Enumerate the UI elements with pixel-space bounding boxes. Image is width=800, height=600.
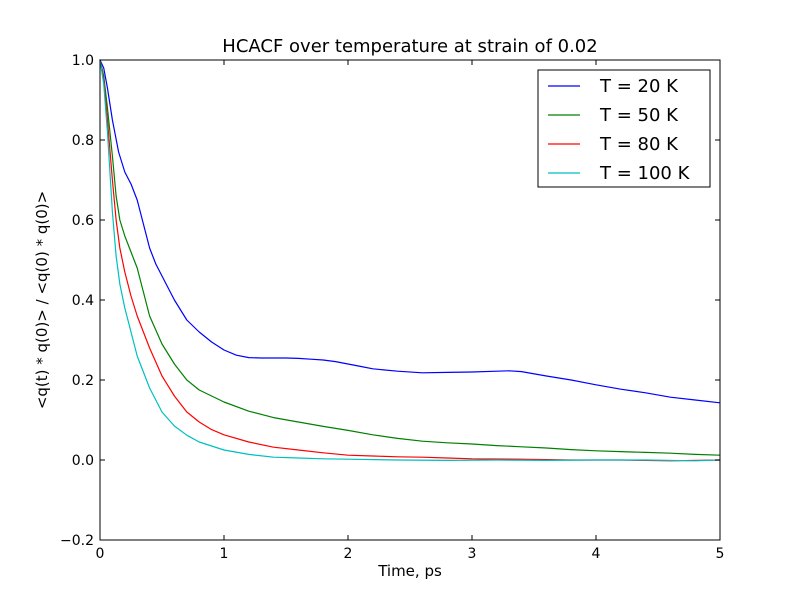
- y-tick-label: 0.6: [72, 213, 94, 229]
- y-tick-label: −0.2: [60, 533, 94, 549]
- series-line-2: [99, 59, 721, 456]
- series-group: [99, 59, 721, 462]
- legend-box: [537, 69, 711, 188]
- ticks-group: 0 1 2 3 4 5 −0.2 0.0 0.2 0.4 0.6 0.8 1.0: [60, 53, 724, 562]
- y-tick-label: 0.4: [72, 293, 94, 309]
- series-line-4: [99, 59, 721, 462]
- y-tick-label: 0.0: [72, 453, 94, 469]
- x-tick-label: 3: [468, 546, 477, 562]
- x-tick-label: 4: [592, 546, 601, 562]
- x-tick-label: 1: [220, 546, 229, 562]
- y-tick-label: 1.0: [72, 53, 94, 69]
- legend-label-4: T = 100 K: [599, 163, 691, 184]
- legend: T = 20 K T = 50 K T = 80 K T = 100 K: [537, 69, 711, 188]
- legend-label-2: T = 50 K: [599, 105, 679, 126]
- x-tick-label: 0: [96, 546, 105, 562]
- chart-title: HCACF over temperature at strain of 0.02: [222, 36, 597, 57]
- y-tick-label: 0.8: [72, 133, 94, 149]
- x-tick-label: 5: [716, 546, 725, 562]
- series-line-1: [99, 59, 721, 404]
- x-tick-label: 2: [344, 546, 353, 562]
- y-tick-label: 0.2: [72, 373, 94, 389]
- x-axis-label: Time, ps: [377, 562, 442, 580]
- legend-label-3: T = 80 K: [599, 134, 679, 155]
- series-line-3: [99, 59, 721, 462]
- legend-label-1: T = 20 K: [599, 76, 679, 97]
- y-axis-label: <q(t) * q(0)> / <q(0) * q(0)>: [33, 191, 51, 409]
